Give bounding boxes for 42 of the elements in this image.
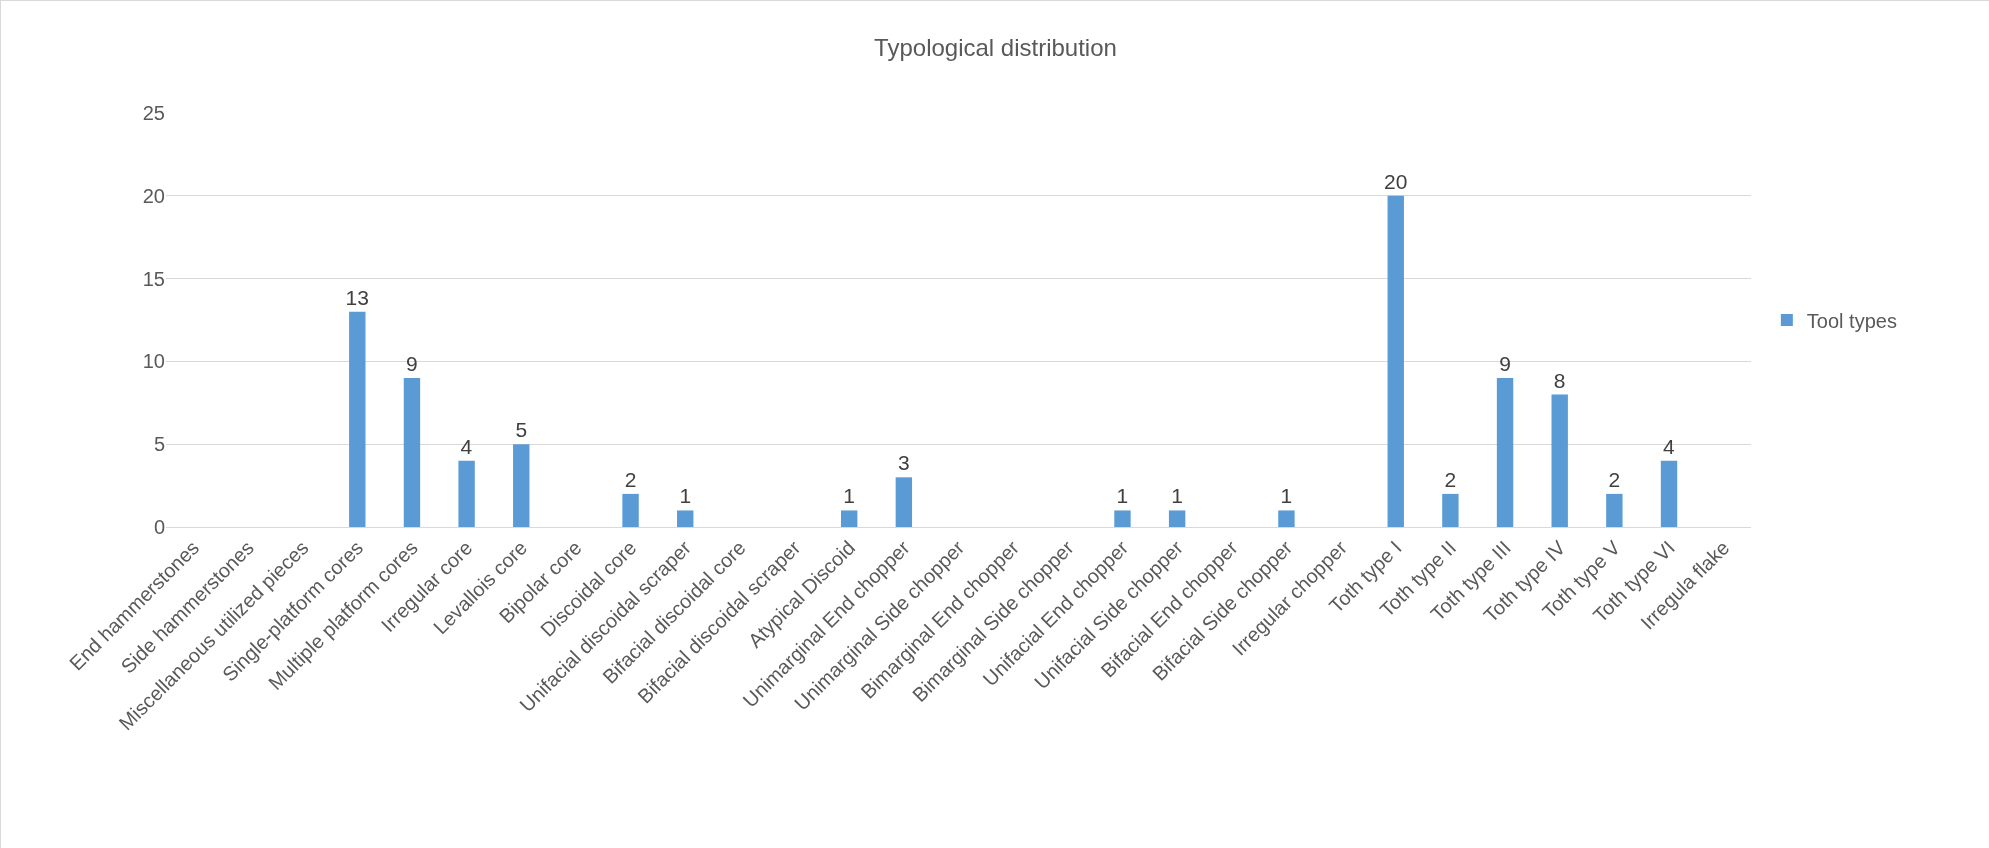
data-label: 1 (1280, 484, 1293, 508)
bar (1278, 510, 1295, 527)
bar (677, 510, 694, 527)
y-tick-label: 15 (142, 267, 165, 290)
data-label: 13 (345, 285, 369, 309)
bar (1168, 510, 1186, 527)
y-tick-label: 0 (153, 516, 165, 538)
chart-title: Typological distribution (874, 33, 1117, 61)
data-label: 3 (898, 451, 910, 475)
data-label: 4 (460, 434, 473, 458)
y-tick-label: 25 (142, 102, 165, 124)
y-tick-label: 10 (142, 350, 165, 373)
bar (1387, 195, 1404, 527)
data-label: 5 (515, 418, 528, 442)
y-tick-label: 20 (142, 184, 165, 207)
bar (513, 444, 530, 527)
legend-label: Tool types (1806, 309, 1897, 332)
data-label: 1 (1116, 484, 1129, 508)
data-label: 20 (1384, 169, 1408, 193)
bar (1551, 394, 1568, 527)
bar (895, 477, 913, 527)
bar (840, 510, 858, 527)
data-label: 1 (679, 484, 692, 508)
bar (1606, 493, 1623, 527)
data-label: 9 (1499, 351, 1511, 375)
data-label: 1 (843, 484, 856, 508)
bar (349, 311, 366, 527)
bar (1442, 493, 1459, 527)
data-label: 2 (624, 467, 637, 491)
bar (622, 493, 639, 527)
data-label: 2 (1444, 467, 1457, 491)
bar (458, 460, 475, 527)
bar (1660, 460, 1678, 527)
data-label: 2 (1608, 467, 1621, 491)
data-label: 4 (1663, 434, 1676, 458)
y-tick-label: 5 (153, 433, 165, 456)
data-label: 9 (406, 351, 418, 375)
bar (1114, 510, 1131, 527)
bar (1496, 377, 1514, 527)
data-label: 8 (1553, 368, 1566, 392)
data-label: 1 (1171, 484, 1183, 508)
bar (403, 377, 421, 527)
